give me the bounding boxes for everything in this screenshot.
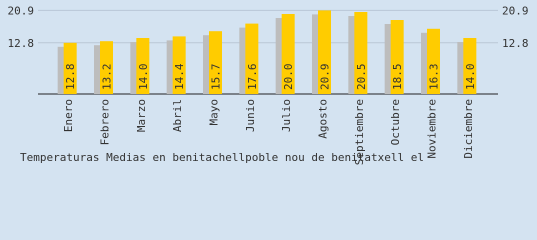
x-tick-label: Noviembre <box>426 99 439 159</box>
x-tick-label: Septiembre <box>353 99 366 165</box>
bar <box>463 38 477 94</box>
y-tick-label-right: 20.9 <box>502 4 529 17</box>
x-tick-label: Mayo <box>208 99 221 126</box>
value-label: 18.5 <box>391 64 404 91</box>
value-label: 16.3 <box>428 64 441 91</box>
value-label: 20.9 <box>319 64 332 91</box>
value-label: 14.0 <box>464 64 477 91</box>
bar <box>245 23 259 95</box>
bar <box>427 28 440 94</box>
x-tick-label: Enero <box>62 99 75 132</box>
value-label: 15.7 <box>210 64 223 91</box>
bar <box>354 12 368 94</box>
y-tick-label: 20.9 <box>8 4 35 17</box>
value-label: 20.5 <box>355 64 368 91</box>
bar <box>318 10 331 94</box>
x-tick-label: Julio <box>280 99 293 132</box>
y-tick-label: 12.8 <box>8 37 35 50</box>
value-label: 13.2 <box>101 64 114 91</box>
bar <box>136 38 150 94</box>
bar <box>209 31 222 94</box>
bar <box>63 42 77 94</box>
chart: Temperaturas Medias en benitachellpoble … <box>8 4 529 165</box>
value-label: 14.0 <box>137 64 150 91</box>
x-tick-label: Agosto <box>317 99 330 139</box>
value-label: 12.8 <box>64 64 77 91</box>
bar <box>172 36 186 94</box>
value-label: 20.0 <box>282 64 295 91</box>
bar <box>281 14 295 94</box>
bar <box>100 41 113 94</box>
value-label: 17.6 <box>246 64 259 90</box>
x-tick-label: Octubre <box>389 99 402 145</box>
x-tick-label: Abril <box>171 99 184 132</box>
x-tick-label: Junio <box>244 99 257 132</box>
chart-title: Temperaturas Medias en benitachellpoble … <box>20 151 424 164</box>
y-tick-label-right: 12.8 <box>502 37 529 50</box>
x-tick-label: Diciembre <box>462 99 475 159</box>
bar <box>390 20 404 94</box>
x-tick-label: Febrero <box>99 99 112 145</box>
value-label: 14.4 <box>173 63 186 90</box>
x-tick-label: Marzo <box>135 99 148 132</box>
